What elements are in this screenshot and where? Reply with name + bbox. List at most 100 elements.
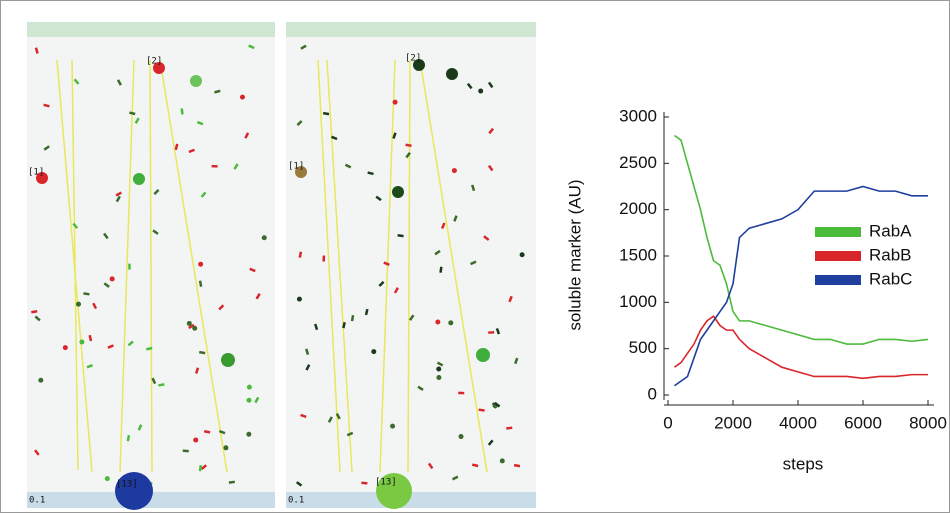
vesicle [261,235,267,241]
vesicle [246,431,252,437]
vesicle [417,385,424,392]
vesicle [371,349,377,355]
compartment [153,62,165,74]
vesicle [344,163,352,169]
vesicle [453,215,458,222]
vesicle [254,396,260,404]
filament [159,59,228,473]
vesicle [478,88,484,94]
vesicle [427,462,434,470]
y-tick-label: 3000 [619,106,657,125]
panel-bg [286,22,536,508]
vesicle [92,302,98,310]
scale-label: 0.1 [288,496,304,506]
vesicle [152,229,159,235]
vesicle [239,94,245,100]
vesicle [34,47,39,54]
vesicle [378,280,385,287]
simulation-panel: 0.1 [2] [1] [13] [27,22,275,510]
vesicle [436,361,444,367]
vesicle [186,320,192,326]
vesicle [199,350,206,355]
vesicle [495,327,501,335]
vesicle [364,308,369,316]
cell-label: [2] [146,57,162,67]
vesicle [137,424,143,431]
compartment [376,473,412,509]
compartment [295,166,307,178]
x-tick-label: 6000 [844,413,882,432]
x-tick-label: 4000 [779,413,817,432]
bottom-band [27,492,275,508]
vesicle [223,445,229,451]
vesicle [494,401,501,408]
vesicle [305,348,310,356]
legend-swatch [815,275,861,285]
vesicle [218,304,225,311]
vesicle [458,434,464,440]
compartment [446,68,458,80]
series-line [674,315,928,380]
vesicle [439,266,443,273]
y-tick-label: 2000 [619,199,657,218]
vesicle [86,364,94,369]
vesicle [196,120,204,126]
cell-label: [13] [116,480,138,490]
vesicle [295,481,303,487]
compartment [476,348,490,362]
vesicle [300,44,307,50]
vesicle [392,132,397,139]
scale-label: 0.1 [29,496,45,506]
vesicle [192,325,198,331]
vesicle [115,195,121,203]
vesicle [436,366,442,372]
bottom-band [286,492,536,508]
vesicle [116,79,122,86]
vesicle [451,475,459,481]
vesicle [519,252,525,258]
x-axis-label: steps [783,454,824,473]
vesicle [246,384,252,390]
vesicle [478,408,485,412]
vesicle [514,357,519,365]
vesicle [483,235,490,241]
filament [379,59,396,473]
vesicle [129,111,136,116]
y-tick-label: 2500 [619,153,657,172]
y-tick-label: 500 [629,338,657,357]
series-line [674,185,928,387]
vesicle [104,476,110,482]
vesicle [255,293,261,300]
vesicle [448,320,454,326]
vesicle [83,292,90,296]
vesicle [508,295,513,303]
top-band [286,22,536,37]
vesicle [228,480,236,484]
filament [119,59,135,473]
vesicle [174,143,179,151]
vesicle [249,267,256,273]
vesicle [298,251,303,258]
vesicle [198,280,203,287]
vesicle [405,151,411,159]
cell-label: [1] [28,168,44,178]
vesicle [198,261,204,267]
vesicle [200,464,208,470]
vesicle [408,314,415,321]
vesicle [314,323,319,331]
vesicle [146,346,153,351]
vesicle [153,189,160,196]
vesicle [383,261,390,266]
x-tick-label: 0 [663,413,672,432]
simulation-panel: 0.1 [2] [1] [13] [286,22,536,509]
vesicle [375,195,382,202]
vesicle [194,367,200,374]
vesicle [331,135,338,141]
compartment [221,353,235,367]
vesicle [103,232,109,240]
compartment [133,173,145,185]
vesicle [88,334,93,342]
cell-label: [2] [405,54,421,64]
vesicle [487,81,494,89]
vesicle [342,321,346,329]
